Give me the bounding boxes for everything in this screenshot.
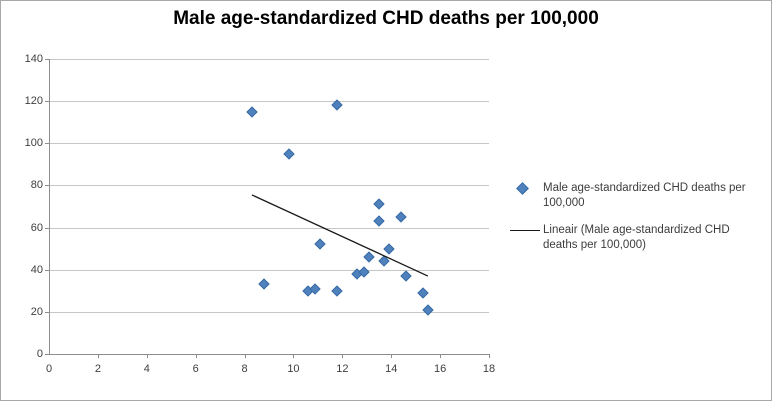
y-axis-tick xyxy=(45,269,49,271)
y-axis-tick-label: 40 xyxy=(30,263,43,276)
data-point-marker[interactable] xyxy=(378,255,390,267)
y-axis-tick xyxy=(45,101,49,103)
x-axis-tick xyxy=(244,354,246,358)
y-axis-tick-label: 60 xyxy=(30,221,43,234)
x-axis-tick xyxy=(391,354,393,358)
x-axis-tick xyxy=(97,354,99,358)
y-axis-tick-label: 140 xyxy=(24,53,43,65)
y-axis-tick-label: 100 xyxy=(24,137,43,150)
data-point-marker[interactable] xyxy=(400,270,412,282)
x-axis-tick xyxy=(342,354,344,358)
data-point-marker[interactable] xyxy=(282,148,295,160)
x-axis-tick xyxy=(195,354,197,358)
x-axis-tick xyxy=(293,354,295,358)
legend-series-label: Male age-standardized CHD deaths per 100… xyxy=(543,182,746,209)
gridline-y-20 xyxy=(49,311,489,313)
x-axis-tick-label: 14 xyxy=(385,363,398,375)
gridline-y-40 xyxy=(49,269,489,271)
data-point-marker[interactable] xyxy=(395,211,407,223)
gridline-y-140 xyxy=(49,59,489,60)
x-axis-tick xyxy=(440,354,442,358)
x-axis-tick-label: 8 xyxy=(241,363,248,375)
y-axis-tick xyxy=(45,185,49,187)
chart-title: Male age-standardized CHD deaths per 100… xyxy=(173,8,599,29)
x-axis-tick xyxy=(489,354,490,358)
legend-trendline-label: Lineair (Male age-standardized CHD death… xyxy=(543,224,730,251)
x-axis-tick-label: 4 xyxy=(143,363,150,375)
legend-marker-col xyxy=(509,181,543,196)
y-axis-tick-label: 20 xyxy=(30,305,43,318)
data-point-marker[interactable] xyxy=(422,304,434,316)
x-axis-tick xyxy=(146,354,148,358)
x-axis-line xyxy=(49,354,490,355)
y-axis-tick-label: 80 xyxy=(30,179,43,192)
series-diamond-marker-icon xyxy=(516,182,529,195)
y-axis-tick-label: 0 xyxy=(36,348,43,360)
y-axis-tick xyxy=(45,354,49,355)
x-axis-tick-label: 2 xyxy=(94,363,101,375)
legend-item-series[interactable]: Male age-standardized CHD deaths per 100… xyxy=(509,181,767,211)
gridline-y-100 xyxy=(49,143,489,145)
y-axis-line xyxy=(49,59,50,354)
data-point-marker[interactable] xyxy=(373,198,385,211)
x-axis-tick-label: 10 xyxy=(287,363,300,375)
y-axis-tick xyxy=(45,143,49,145)
gridline-y-120 xyxy=(49,101,489,103)
y-axis-tick xyxy=(45,311,49,313)
data-point-marker[interactable] xyxy=(246,106,258,118)
y-axis-tick xyxy=(45,59,49,60)
data-point-marker[interactable] xyxy=(258,278,270,291)
x-axis-tick-label: 12 xyxy=(336,363,349,375)
legend: Male age-standardized CHD deaths per 100… xyxy=(509,181,767,253)
y-axis-tick-label: 120 xyxy=(24,95,43,108)
gridline-y-60 xyxy=(49,227,489,229)
x-axis-tick-label: 16 xyxy=(433,363,447,375)
data-point-marker[interactable] xyxy=(363,251,375,263)
trendline-line-marker-icon xyxy=(510,230,540,231)
x-axis-tick-label: 0 xyxy=(45,363,53,375)
legend-item-trendline[interactable]: Lineair (Male age-standardized CHD death… xyxy=(509,223,767,253)
data-point-marker[interactable] xyxy=(417,287,429,299)
x-axis-tick-label: 18 xyxy=(482,363,496,375)
data-point-marker[interactable] xyxy=(383,242,395,255)
data-point-marker[interactable] xyxy=(314,238,326,251)
x-axis-tick-label: 6 xyxy=(192,363,199,375)
gridline-y-80 xyxy=(49,185,489,187)
y-axis-tick xyxy=(45,227,49,229)
legend-marker-col xyxy=(509,223,543,238)
data-point-marker[interactable] xyxy=(331,285,344,297)
data-point-marker[interactable] xyxy=(373,215,385,227)
